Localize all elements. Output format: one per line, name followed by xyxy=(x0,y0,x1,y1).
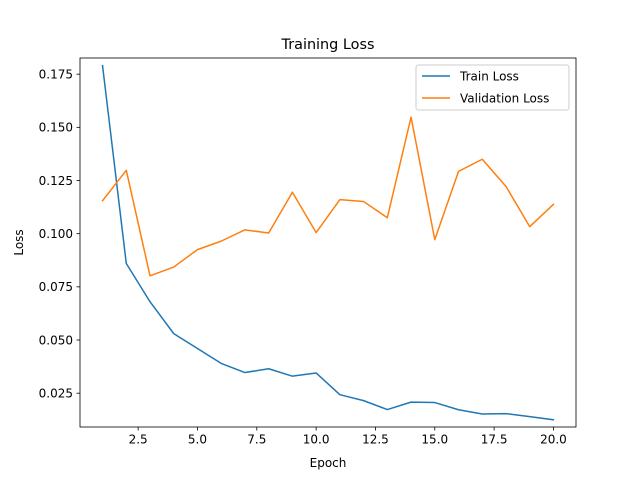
y-tick-label: 0.150 xyxy=(39,121,73,135)
y-tick-label: 0.025 xyxy=(39,386,73,400)
y-tick-label: 0.100 xyxy=(39,227,73,241)
plot-frame xyxy=(79,57,577,428)
chart-title: Training Loss xyxy=(281,37,375,53)
legend-label: Validation Loss xyxy=(460,91,549,105)
plot-lines xyxy=(101,64,555,421)
y-tick-label: 0.175 xyxy=(39,67,73,81)
x-tick-label: 17.5 xyxy=(481,433,508,447)
legend-label: Train Loss xyxy=(459,69,519,83)
series-line-train-loss xyxy=(101,64,555,421)
y-tick-label: 0.125 xyxy=(39,174,73,188)
y-axis-ticks: 0.025 0.050 0.075 0.100 0.125 0.150 0.175 xyxy=(39,67,80,400)
x-tick-label: 10.0 xyxy=(303,433,330,447)
legend-box xyxy=(415,64,570,111)
y-tick-label: 0.075 xyxy=(39,280,73,294)
x-axis-label: Epoch xyxy=(310,456,347,470)
series-line-validation-loss xyxy=(101,116,555,277)
x-tick-label: 12.5 xyxy=(362,433,389,447)
x-tick-label: 20.0 xyxy=(540,433,567,447)
x-tick-label: 7.5 xyxy=(247,433,266,447)
x-tick-label: 15.0 xyxy=(421,433,448,447)
x-tick-label: 2.5 xyxy=(129,433,148,447)
legend: Train Loss Validation Loss xyxy=(415,64,570,111)
x-tick-label: 5.0 xyxy=(188,433,207,447)
x-axis-ticks: 2.5 5.0 7.5 10.0 12.5 15.0 17.5 20.0 xyxy=(129,427,567,447)
y-axis-label: Loss xyxy=(12,229,26,255)
y-tick-label: 0.050 xyxy=(39,333,73,347)
